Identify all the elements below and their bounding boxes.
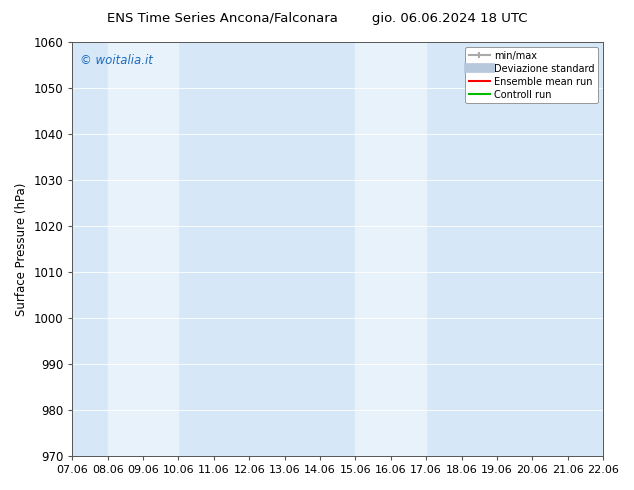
Text: ENS Time Series Ancona/Falconara        gio. 06.06.2024 18 UTC: ENS Time Series Ancona/Falconara gio. 06…: [107, 12, 527, 25]
Bar: [108, 42, 179, 456]
Bar: [603, 42, 634, 456]
Legend: min/max, Deviazione standard, Ensemble mean run, Controll run: min/max, Deviazione standard, Ensemble m…: [465, 47, 598, 103]
Bar: [356, 42, 426, 456]
Y-axis label: Surface Pressure (hPa): Surface Pressure (hPa): [15, 182, 28, 316]
Text: © woitalia.it: © woitalia.it: [81, 54, 153, 68]
